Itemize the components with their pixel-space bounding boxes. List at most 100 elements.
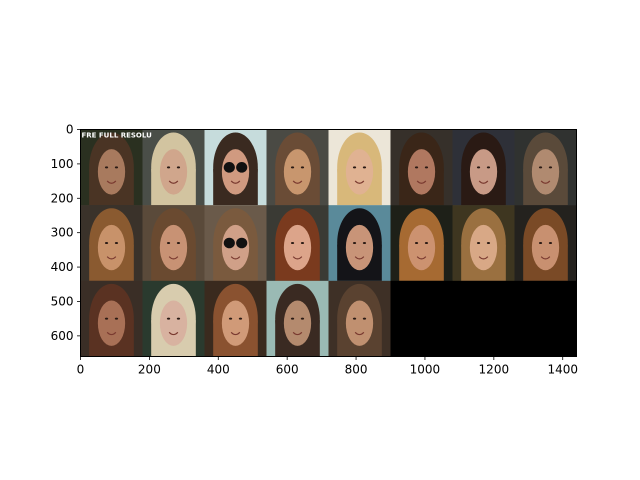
- mouth: [416, 256, 427, 260]
- eye-right: [424, 242, 429, 244]
- x-tick-label: 1200: [479, 363, 510, 377]
- face-shape: [469, 149, 498, 195]
- mouth: [354, 256, 365, 260]
- face-tile: [452, 205, 515, 282]
- face-tile: [452, 129, 515, 206]
- eye-right: [114, 317, 119, 320]
- lens-left: [223, 162, 235, 173]
- lens-right: [236, 237, 248, 249]
- y-tick-label: 400: [51, 260, 74, 274]
- eye-left: [538, 166, 543, 169]
- mouth: [230, 180, 241, 184]
- mouth: [354, 180, 365, 184]
- face-shape: [97, 149, 126, 195]
- y-tick-label: 0: [66, 123, 74, 137]
- eye-left: [476, 166, 481, 169]
- x-tick-label: 600: [276, 363, 299, 377]
- y-tick-label: 600: [51, 329, 74, 343]
- lens-right: [236, 162, 248, 173]
- mouth: [230, 256, 241, 260]
- x-tick-label: 200: [138, 363, 161, 377]
- y-tick-label: 500: [51, 294, 74, 308]
- x-tick-label: 1000: [410, 363, 441, 377]
- mouth: [106, 331, 117, 336]
- eye-right: [424, 166, 429, 169]
- eye-left: [290, 166, 295, 169]
- face-shape: [159, 300, 188, 346]
- eye-left: [476, 242, 481, 244]
- face-shape: [159, 149, 188, 195]
- face-shape: [345, 300, 374, 346]
- axes-frame: [80, 129, 577, 357]
- mouth: [354, 331, 365, 336]
- mouth: [540, 180, 551, 184]
- eye-right: [114, 166, 119, 169]
- mouth: [540, 256, 551, 260]
- face-tile: [204, 129, 267, 206]
- eye-right: [362, 317, 367, 320]
- eye-left: [104, 242, 109, 244]
- eye-left: [352, 166, 357, 169]
- mouth: [478, 180, 489, 184]
- eye-left: [290, 317, 295, 320]
- face-shape: [221, 300, 250, 346]
- mouth: [292, 180, 303, 184]
- face-tile: [514, 129, 577, 206]
- face-shape: [283, 149, 312, 195]
- eye-right: [114, 242, 119, 244]
- face-tile: [80, 205, 143, 282]
- eye-right: [300, 166, 305, 169]
- face-shape: [407, 224, 436, 271]
- mouth: [168, 331, 179, 336]
- face-shape: [97, 300, 126, 346]
- face-shape: [283, 224, 312, 271]
- face-tile: [328, 129, 391, 206]
- eye-left: [104, 166, 109, 169]
- face-tile: [204, 280, 267, 357]
- face-shape: [469, 224, 498, 271]
- eye-right: [300, 317, 305, 320]
- face-shape: [221, 149, 250, 195]
- face-tile: [328, 205, 391, 282]
- eye-left: [414, 166, 419, 169]
- lens-left: [223, 237, 235, 249]
- face-tile: [80, 280, 143, 357]
- mouth: [478, 256, 489, 260]
- eye-right: [362, 242, 367, 244]
- x-tick-label: 1400: [547, 363, 578, 377]
- face-shape: [345, 224, 374, 271]
- tile-background: [390, 280, 453, 357]
- face-tile: [142, 129, 205, 206]
- face-tile: [266, 280, 329, 357]
- eye-right: [176, 242, 181, 244]
- mouth: [106, 180, 117, 184]
- eye-left: [166, 242, 171, 244]
- eye-right: [486, 242, 491, 244]
- mouth: [168, 256, 179, 260]
- eye-left: [414, 242, 419, 244]
- x-tick-label: 400: [207, 363, 230, 377]
- tile-background: [514, 280, 577, 357]
- y-axis: 0 100 200 300 400 500 600: [51, 123, 81, 343]
- eye-left: [352, 242, 357, 244]
- face-tile: [328, 280, 391, 357]
- eye-right: [300, 242, 305, 244]
- eye-left: [538, 242, 543, 244]
- face-image-grid: [80, 129, 577, 357]
- face-tile: [390, 280, 453, 357]
- eye-right: [176, 317, 181, 320]
- face-shape: [97, 224, 126, 271]
- face-tile: [142, 280, 205, 357]
- face-tile: [390, 205, 453, 282]
- x-tick-label: 800: [345, 363, 368, 377]
- tile-background: [452, 280, 515, 357]
- face-tile: [514, 205, 577, 282]
- face-shape: [531, 149, 560, 195]
- eye-right: [238, 317, 243, 320]
- y-tick-label: 100: [51, 157, 74, 171]
- face-tile: [266, 129, 329, 206]
- y-tick-label: 300: [51, 226, 74, 240]
- eye-left: [104, 317, 109, 320]
- eye-right: [548, 242, 553, 244]
